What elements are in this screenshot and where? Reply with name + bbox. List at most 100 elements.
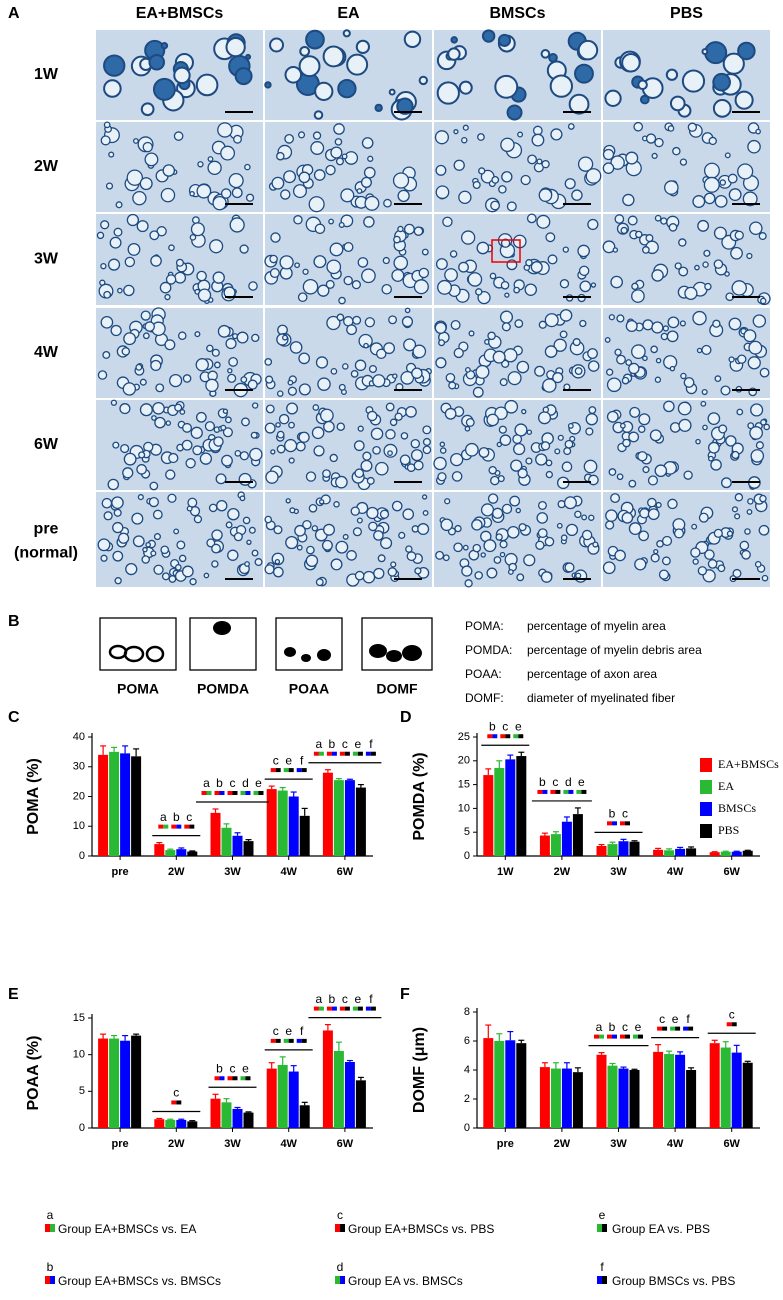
fiber: [435, 258, 448, 271]
fiber: [305, 29, 325, 50]
micrograph: [602, 121, 770, 212]
fiber: [453, 347, 464, 359]
x-tick-label: 1W: [497, 866, 514, 878]
comparison-swatch: [313, 751, 319, 756]
fiber: [160, 545, 170, 555]
fiber: [616, 314, 625, 323]
fiber: [315, 578, 324, 587]
significance-letter: a: [316, 737, 323, 751]
fiber: [588, 514, 595, 521]
fiber: [748, 340, 763, 355]
fiber: [401, 316, 414, 328]
fiber: [213, 361, 221, 369]
bar: [653, 1051, 664, 1128]
fiber: [627, 215, 638, 226]
fiber: [373, 567, 385, 580]
fiber: [750, 403, 764, 417]
y-tick-label: 0: [79, 850, 85, 862]
y-tick-label: 20: [73, 790, 85, 802]
error-bar: [507, 754, 514, 760]
significance-letter: b: [489, 719, 496, 733]
bar: [539, 835, 550, 856]
micrograph: [264, 214, 432, 305]
panel-label: E: [8, 986, 19, 1003]
fiber: [124, 256, 136, 268]
bar: [131, 1035, 142, 1128]
fiber: [544, 536, 555, 547]
fiber: [625, 151, 639, 165]
fiber: [122, 467, 134, 479]
fiber: [141, 555, 150, 564]
fiber: [577, 293, 586, 303]
fiber: [561, 461, 573, 473]
fiber: [642, 246, 650, 254]
bar: [243, 841, 254, 856]
fiber: [142, 141, 153, 153]
y-tick-label: 0: [79, 1122, 85, 1134]
fiber: [678, 238, 687, 247]
fiber: [587, 218, 599, 231]
significance-letter: c: [622, 807, 628, 821]
fiber: [330, 146, 343, 159]
x-tick-label: 2W: [168, 866, 185, 878]
fiber: [664, 180, 679, 195]
y-tick-label: 20: [458, 755, 470, 767]
fiber: [759, 297, 767, 305]
fiber: [211, 348, 220, 357]
error-bar: [688, 846, 695, 849]
fiber: [276, 390, 284, 397]
significance-letter: e: [355, 737, 362, 751]
fiber: [96, 231, 105, 240]
bar: [131, 756, 142, 856]
comparison-swatch: [335, 1224, 340, 1232]
fiber: [346, 53, 369, 76]
error-bar: [100, 745, 107, 755]
error-bar: [178, 1118, 185, 1120]
fiber: [669, 365, 676, 372]
comparison-swatch: [184, 824, 190, 829]
error-bar: [133, 748, 140, 757]
significance-letter: e: [285, 1024, 292, 1038]
fiber: [707, 559, 718, 569]
fiber: [498, 185, 507, 194]
fiber: [489, 272, 497, 280]
fiber: [397, 189, 410, 203]
micrograph: [96, 121, 263, 212]
fiber: [321, 539, 333, 551]
bar: [483, 775, 494, 856]
error-bar: [301, 1101, 308, 1106]
micrograph: [603, 308, 770, 398]
fiber: [148, 53, 166, 71]
fiber: [381, 283, 392, 295]
fiber: [478, 447, 490, 458]
comparison-swatch: [594, 1034, 599, 1039]
myelin-ring: [123, 645, 145, 663]
fiber: [540, 571, 553, 583]
bar: [98, 754, 109, 856]
comparison-swatch: [563, 789, 569, 794]
comparison-swatch: [670, 1026, 676, 1031]
fiber: [536, 512, 549, 524]
fiber: [125, 562, 138, 576]
fiber: [217, 122, 233, 138]
fiber: [708, 136, 717, 146]
fiber: [269, 37, 285, 53]
significance-letter: e: [635, 1020, 642, 1034]
fiber: [197, 288, 212, 302]
fiber: [313, 169, 326, 181]
fiber: [376, 348, 387, 360]
error-bar: [290, 791, 297, 797]
y-tick-label: 10: [73, 1049, 85, 1061]
fiber: [500, 137, 515, 153]
fiber: [343, 242, 354, 253]
fiber: [338, 383, 346, 391]
fiber: [97, 370, 108, 380]
fiber: [639, 508, 650, 519]
fiber: [111, 496, 124, 510]
fiber: [547, 254, 558, 265]
fiber: [637, 451, 648, 462]
fiber: [480, 503, 495, 517]
fiber: [383, 198, 392, 208]
fiber: [638, 413, 651, 426]
fiber: [513, 286, 521, 294]
